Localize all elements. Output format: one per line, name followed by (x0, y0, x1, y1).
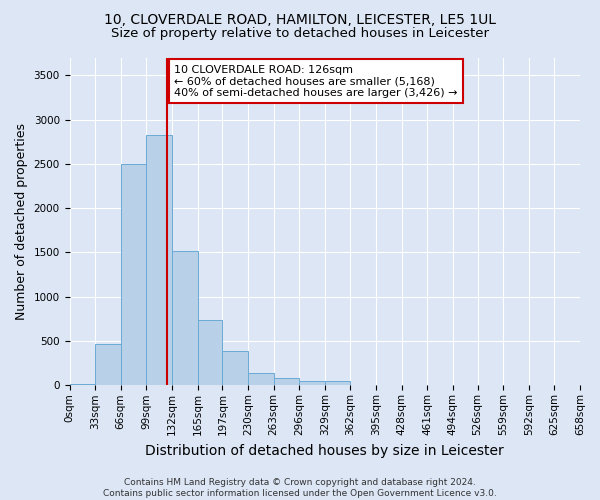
Text: 10 CLOVERDALE ROAD: 126sqm
← 60% of detached houses are smaller (5,168)
40% of s: 10 CLOVERDALE ROAD: 126sqm ← 60% of deta… (174, 64, 458, 98)
Text: Contains HM Land Registry data © Crown copyright and database right 2024.
Contai: Contains HM Land Registry data © Crown c… (103, 478, 497, 498)
Bar (299, 380, 325, 386)
Text: Size of property relative to detached houses in Leicester: Size of property relative to detached ho… (111, 28, 489, 40)
Text: 10, CLOVERDALE ROAD, HAMILTON, LEICESTER, LE5 1UL: 10, CLOVERDALE ROAD, HAMILTON, LEICESTER… (104, 12, 496, 26)
Bar (121, 164, 146, 386)
Bar (95, 344, 121, 386)
Y-axis label: Number of detached properties: Number of detached properties (15, 123, 28, 320)
Bar (146, 136, 172, 386)
Bar (248, 373, 274, 386)
Bar (223, 351, 248, 386)
X-axis label: Distribution of detached houses by size in Leicester: Distribution of detached houses by size … (145, 444, 504, 458)
Bar (325, 380, 350, 386)
Bar (197, 320, 223, 386)
Bar (274, 378, 299, 386)
Bar (172, 250, 197, 386)
Bar (70, 384, 95, 386)
